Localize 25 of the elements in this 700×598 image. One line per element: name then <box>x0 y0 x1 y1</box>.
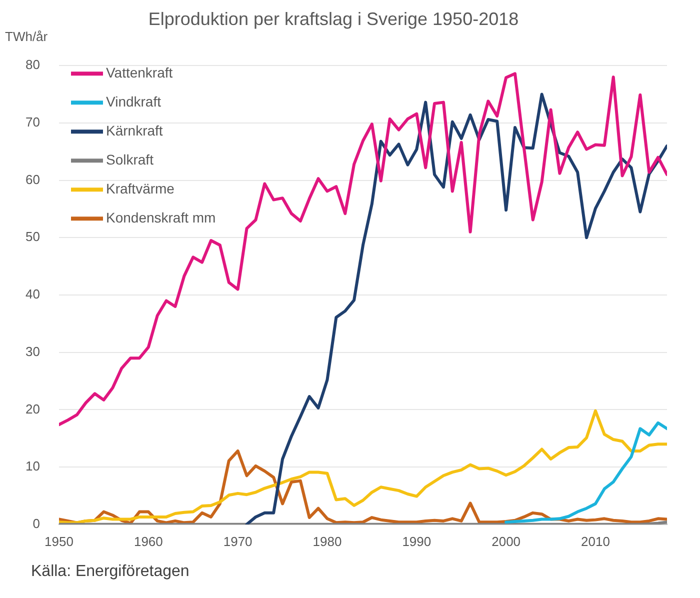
y-tick-label: 40 <box>26 286 40 302</box>
text: Källa: Energiföretagen <box>31 562 190 580</box>
chart-title: Elproduktion per kraftslag i Sverige 1950-2018 <box>148 8 519 29</box>
y-tick-label: 70 <box>26 114 40 130</box>
x-tick-label: 1980 <box>312 534 342 549</box>
x-tick-label: 2000 <box>492 534 521 549</box>
legend-label: Kraftvärme <box>106 180 175 196</box>
legend-label: Vattenkraft <box>106 64 173 80</box>
x-tick-label: 1970 <box>223 534 252 549</box>
y-tick-label: 50 <box>26 229 40 244</box>
x-tick-label: 1990 <box>402 534 432 549</box>
legend-label: Kondenskraft mm <box>106 209 216 226</box>
x-tick-label: 1950 <box>44 534 74 549</box>
y-axis-title: TWh/år <box>5 29 48 44</box>
y-tick-label: 80 <box>26 57 40 72</box>
x-tick-label: 2010 <box>581 534 610 549</box>
y-tick-label: 20 <box>26 401 40 416</box>
y-tick-label: 10 <box>26 458 40 474</box>
legend-label: Vindkraft <box>106 93 162 110</box>
y-tick-label: 0 <box>32 516 40 531</box>
legend-label: Kärnkraft <box>106 122 163 138</box>
legend-label: Solkraft <box>106 151 154 168</box>
y-tick-label: 30 <box>26 344 40 359</box>
y-tick-label: 60 <box>26 172 40 187</box>
x-tick-label: 1960 <box>134 534 163 549</box>
